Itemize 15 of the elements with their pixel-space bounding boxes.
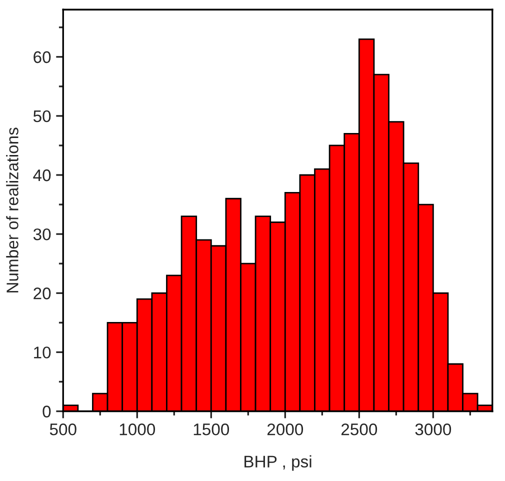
y-tick-label: 30: [33, 228, 51, 240]
y-tick-label: 10: [34, 346, 51, 358]
x-tick-label: 1500: [194, 424, 230, 436]
y-tick-label: 0: [42, 406, 51, 418]
y-tick-label: 20: [34, 288, 51, 300]
y-axis-title: Number of realizations: [6, 128, 18, 292]
y-tick-label: 60: [34, 51, 51, 64]
x-tick-label: 1000: [120, 424, 156, 436]
x-tick-label: 3000: [415, 424, 452, 436]
x-tick-label: 2500: [341, 424, 378, 436]
y-tick-label: 50: [33, 110, 51, 122]
x-tick-label: 500: [50, 424, 76, 436]
y-tick-label: 40: [33, 169, 51, 182]
x-axis-title: BHP , psi: [244, 455, 312, 471]
x-tick-label: 2000: [267, 424, 304, 436]
